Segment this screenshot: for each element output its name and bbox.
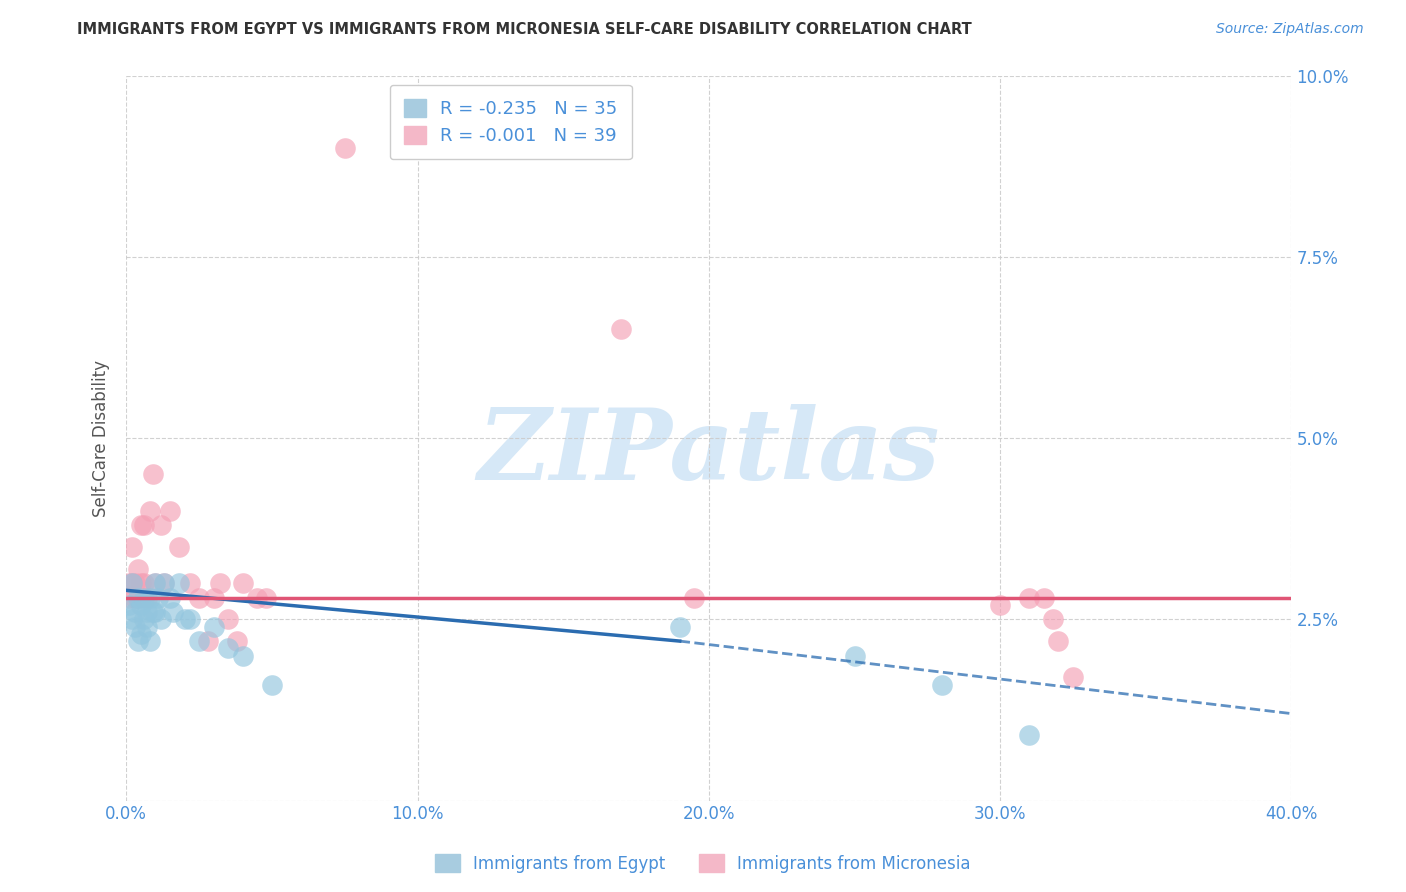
Point [173, 612, 195, 626]
Point [254, 591, 277, 605]
Point [188, 634, 211, 648]
Text: IMMIGRANTS FROM EGYPT VS IMMIGRANTS FROM MICRONESIA SELF-CARE DISABILITY CORRELA: IMMIGRANTS FROM EGYPT VS IMMIGRANTS FROM… [77, 22, 972, 37]
Point [232, 576, 254, 591]
Point [127, 561, 149, 575]
Point [162, 605, 184, 619]
Legend: R = -0.235   N = 35, R = -0.001   N = 39: R = -0.235 N = 35, R = -0.001 N = 39 [389, 85, 631, 160]
Point [121, 612, 143, 626]
Point [232, 648, 254, 663]
Point [132, 518, 155, 533]
Point [153, 576, 176, 591]
Point [145, 576, 167, 591]
Point [121, 540, 143, 554]
Point [159, 591, 181, 605]
Point [1062, 670, 1084, 684]
Point [150, 518, 173, 533]
Point [217, 612, 239, 626]
Point [153, 576, 176, 591]
Point [132, 612, 155, 626]
Point [1047, 634, 1070, 648]
Point [202, 591, 225, 605]
Point [202, 619, 225, 633]
Point [127, 591, 149, 605]
Point [129, 627, 152, 641]
Point [988, 598, 1011, 612]
Point [121, 576, 143, 591]
Point [246, 591, 269, 605]
Point [129, 598, 152, 612]
Point [138, 503, 160, 517]
Point [124, 619, 146, 633]
Point [132, 576, 155, 591]
Point [217, 641, 239, 656]
Point [118, 591, 141, 605]
Point [127, 634, 149, 648]
Point [124, 591, 146, 605]
Point [135, 591, 157, 605]
Point [226, 634, 249, 648]
Point [135, 605, 157, 619]
Point [150, 612, 173, 626]
Point [179, 576, 201, 591]
Point [145, 605, 167, 619]
Point [138, 591, 160, 605]
Point [148, 591, 170, 605]
Point [1032, 591, 1054, 605]
Point [129, 518, 152, 533]
Point [141, 467, 163, 482]
Point [333, 141, 356, 155]
Point [844, 648, 866, 663]
Point [159, 503, 181, 517]
Point [135, 619, 157, 633]
Point [167, 540, 190, 554]
Point [1018, 728, 1040, 742]
Point [121, 576, 143, 591]
Point [118, 598, 141, 612]
Point [138, 634, 160, 648]
Point [129, 576, 152, 591]
Point [931, 677, 953, 691]
Y-axis label: Self-Care Disability: Self-Care Disability [93, 359, 110, 516]
Point [141, 605, 163, 619]
Point [124, 576, 146, 591]
Text: Source: ZipAtlas.com: Source: ZipAtlas.com [1216, 22, 1364, 37]
Point [610, 322, 633, 336]
Point [208, 576, 231, 591]
Point [127, 591, 149, 605]
Legend: Immigrants from Egypt, Immigrants from Micronesia: Immigrants from Egypt, Immigrants from M… [429, 847, 977, 880]
Point [260, 677, 283, 691]
Point [118, 576, 141, 591]
Point [1018, 591, 1040, 605]
Point [197, 634, 219, 648]
Point [179, 612, 201, 626]
Point [132, 591, 155, 605]
Point [1042, 612, 1064, 626]
Text: ZIPatlas: ZIPatlas [478, 404, 941, 500]
Point [188, 591, 211, 605]
Point [124, 605, 146, 619]
Point [167, 576, 190, 591]
Point [683, 591, 706, 605]
Point [145, 576, 167, 591]
Point [668, 619, 690, 633]
